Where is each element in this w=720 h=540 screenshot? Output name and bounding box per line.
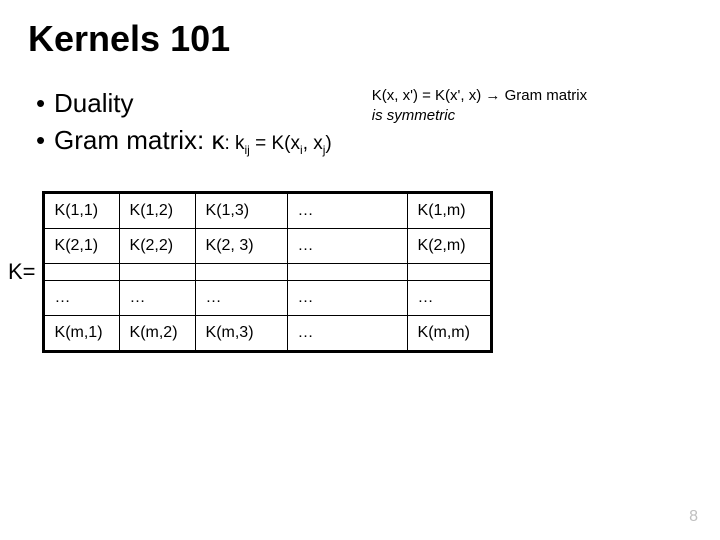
table-cell: … bbox=[287, 228, 407, 263]
bullet-text-2-prefix: Gram matrix: bbox=[54, 125, 211, 155]
note-line1a: K(x, x') = K(x', x) bbox=[372, 87, 486, 104]
symmetry-note: K(x, x') = K(x', x) → Gram matrix is sym… bbox=[372, 86, 587, 127]
note-line2: is symmetric bbox=[372, 107, 455, 124]
kappa-symbol: κ bbox=[211, 125, 224, 155]
table-row bbox=[43, 263, 491, 280]
table-cell: … bbox=[43, 280, 119, 315]
bullet-duality: •Duality bbox=[36, 88, 332, 119]
table-cell: K(m,m) bbox=[407, 315, 491, 351]
table-cell bbox=[119, 263, 195, 280]
matrix-area: K= K(1,1) K(1,2) K(1,3) … K(1,m) K(2,1) … bbox=[8, 191, 692, 353]
page-number: 8 bbox=[689, 508, 698, 526]
table-cell: K(2,2) bbox=[119, 228, 195, 263]
bullet-dot-icon: • bbox=[36, 125, 54, 156]
table-cell: … bbox=[287, 315, 407, 351]
bullet-text-1: Duality bbox=[54, 88, 133, 118]
gram-definition: κ: kij = K(xi, xj) bbox=[211, 133, 331, 154]
table-cell: … bbox=[287, 192, 407, 228]
table-cell: K(2,m) bbox=[407, 228, 491, 263]
table-row: … … … … … bbox=[43, 280, 491, 315]
table-cell: … bbox=[119, 280, 195, 315]
table-cell bbox=[287, 263, 407, 280]
bullet-dot-icon: • bbox=[36, 88, 54, 119]
table-cell: K(1,3) bbox=[195, 192, 287, 228]
table-cell: … bbox=[407, 280, 491, 315]
bullet-list: •Duality •Gram matrix: κ: kij = K(xi, xj… bbox=[28, 88, 332, 163]
table-cell bbox=[43, 263, 119, 280]
table-cell: K(m,3) bbox=[195, 315, 287, 351]
gram-matrix-table: K(1,1) K(1,2) K(1,3) … K(1,m) K(2,1) K(2… bbox=[42, 191, 493, 353]
content-row: •Duality •Gram matrix: κ: kij = K(xi, xj… bbox=[28, 88, 692, 163]
table-cell: K(1,m) bbox=[407, 192, 491, 228]
table-cell: … bbox=[287, 280, 407, 315]
table-cell: K(2,1) bbox=[43, 228, 119, 263]
table-cell bbox=[407, 263, 491, 280]
table-cell: K(1,1) bbox=[43, 192, 119, 228]
table-cell: … bbox=[195, 280, 287, 315]
table-cell: K(m,2) bbox=[119, 315, 195, 351]
table-row: K(m,1) K(m,2) K(m,3) … K(m,m) bbox=[43, 315, 491, 351]
k-equals-label: K= bbox=[8, 259, 36, 285]
table-cell: K(m,1) bbox=[43, 315, 119, 351]
table-cell: K(1,2) bbox=[119, 192, 195, 228]
note-line1b: Gram matrix bbox=[500, 87, 587, 104]
bullet-gram-matrix: •Gram matrix: κ: kij = K(xi, xj) bbox=[36, 125, 332, 157]
table-row: K(1,1) K(1,2) K(1,3) … K(1,m) bbox=[43, 192, 491, 228]
slide: Kernels 101 •Duality •Gram matrix: κ: ki… bbox=[0, 0, 720, 353]
table-cell bbox=[195, 263, 287, 280]
arrow-icon: → bbox=[485, 87, 500, 104]
table-row: K(2,1) K(2,2) K(2, 3) … K(2,m) bbox=[43, 228, 491, 263]
table-cell: K(2, 3) bbox=[195, 228, 287, 263]
slide-title: Kernels 101 bbox=[28, 18, 692, 60]
